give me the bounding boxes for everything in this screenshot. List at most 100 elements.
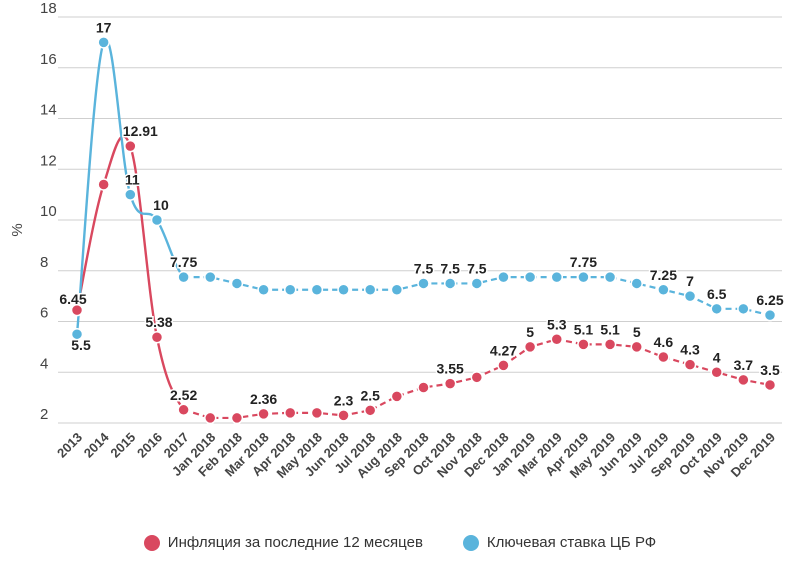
series-0-label-17: 5: [526, 324, 534, 340]
series-1-point-20[interactable]: [603, 270, 617, 284]
y-tick-6: 6: [40, 305, 48, 322]
series-0-point-4[interactable]: [177, 403, 190, 417]
series-0-point-16[interactable]: [497, 359, 510, 372]
y-axis-label: %: [9, 223, 26, 236]
series-1-point-18[interactable]: [550, 270, 564, 284]
series-1-label-1: 17: [96, 19, 112, 35]
series-1-point-16[interactable]: [497, 270, 510, 284]
series-1-point-22[interactable]: [657, 283, 670, 297]
series-1-point-10[interactable]: [337, 283, 350, 297]
series-1-point-7[interactable]: [257, 283, 270, 297]
grid-layer: [58, 16, 782, 424]
series-1-point-21[interactable]: [630, 277, 643, 290]
series-0-point-8[interactable]: [283, 406, 297, 420]
series-0-label-7: 2.36: [250, 391, 277, 407]
series-0-point-12[interactable]: [390, 390, 404, 403]
series-0-point-9[interactable]: [310, 406, 324, 420]
series-1-point-11[interactable]: [363, 283, 377, 297]
series-0-point-2[interactable]: [124, 139, 137, 153]
series-0-point-26[interactable]: [763, 378, 777, 392]
y-tick-16: 16: [40, 51, 57, 68]
series-0-label-2: 12.91: [123, 123, 158, 139]
legend-item-inflation[interactable]: Инфляция за последние 12 месяцев: [143, 534, 423, 551]
series-0-point-18[interactable]: [550, 333, 564, 346]
series-1-point-15[interactable]: [470, 277, 484, 290]
series-0-point-23[interactable]: [683, 358, 697, 371]
legend-item-key-rate[interactable]: Ключевая ставка ЦБ РФ: [462, 534, 657, 551]
x-tick-0: 2013: [54, 430, 85, 461]
series-1-label-23: 7: [686, 273, 694, 289]
series-1-label-0: 5.5: [71, 337, 91, 353]
series-1-point-13[interactable]: [417, 277, 430, 290]
series-0-point-5[interactable]: [204, 411, 217, 425]
series-0-point-11[interactable]: [363, 404, 377, 417]
series-0-label-21: 5: [633, 324, 641, 340]
series-0-point-1[interactable]: [97, 178, 110, 191]
series-1-point-3[interactable]: [150, 213, 164, 227]
series-1-label-2: 11: [125, 172, 140, 188]
series-0-point-19[interactable]: [577, 338, 590, 351]
series-0-point-10[interactable]: [337, 409, 350, 422]
series-1-point-6[interactable]: [230, 277, 244, 290]
legend-label-inflation: Инфляция за последние 12 месяцев: [167, 534, 423, 551]
x-tick-3: 2016: [134, 430, 165, 461]
series-1-label-15: 7.5: [467, 260, 487, 276]
series-0-point-15[interactable]: [470, 371, 484, 384]
series-0-label-14: 3.55: [437, 361, 464, 377]
series-1-label-26: 6.25: [756, 292, 783, 308]
series-0-point-13[interactable]: [417, 381, 430, 394]
series-0-point-0[interactable]: [70, 303, 84, 317]
series-0-point-24[interactable]: [710, 366, 723, 379]
series-1-point-8[interactable]: [283, 283, 297, 297]
series-1-point-9[interactable]: [310, 283, 324, 297]
series-1-point-5[interactable]: [204, 270, 217, 284]
series-0-point-6[interactable]: [230, 411, 244, 425]
series-1-point-14[interactable]: [443, 277, 457, 290]
series-0-label-26: 3.5: [760, 362, 780, 378]
series-0-point-17[interactable]: [523, 340, 537, 354]
series-0-label-20: 5.1: [600, 321, 620, 337]
series-0-point-3[interactable]: [150, 330, 164, 344]
series-1-point-0[interactable]: [70, 327, 84, 341]
series-0-point-7[interactable]: [257, 407, 270, 421]
series-1-label-19: 7.75: [570, 254, 597, 270]
series-1-point-1[interactable]: [97, 36, 110, 49]
legend: Инфляция за последние 12 месяцев Ключева…: [0, 534, 800, 551]
y-tick-14: 14: [40, 102, 57, 119]
series-0-point-14[interactable]: [443, 377, 457, 390]
x-tick-1: 2014: [81, 429, 113, 461]
series-0-label-4: 2.52: [170, 387, 197, 403]
series-0-label-18: 5.3: [547, 316, 567, 332]
series-1-label-24: 6.5: [707, 286, 727, 302]
series-1-label-4: 7.75: [170, 254, 197, 270]
legend-marker-inflation: [143, 534, 160, 551]
x-tick-2: 2015: [107, 430, 138, 461]
y-tick-2: 2: [40, 406, 48, 423]
series-0-label-19: 5.1: [574, 321, 594, 337]
y-tick-12: 12: [40, 152, 57, 169]
y-tick-4: 4: [40, 355, 48, 372]
series-0-point-22[interactable]: [657, 350, 670, 364]
series-0-label-3: 5.38: [145, 314, 172, 330]
series-1-point-24[interactable]: [710, 302, 723, 316]
series-points: [70, 36, 777, 425]
legend-label-key-rate: Ключевая ставка ЦБ РФ: [486, 534, 657, 551]
series-1-point-23[interactable]: [683, 289, 697, 303]
series-0-label-22: 4.6: [654, 334, 674, 350]
series-1-point-25[interactable]: [737, 302, 750, 316]
series-0-point-21[interactable]: [630, 340, 643, 354]
series-1-point-26[interactable]: [763, 308, 777, 322]
series-0-point-25[interactable]: [737, 373, 750, 387]
series-1-point-4[interactable]: [177, 270, 190, 284]
series-1-point-12[interactable]: [390, 283, 404, 297]
series-0-label-10: 2.3: [334, 392, 354, 408]
series-1-point-17[interactable]: [523, 270, 537, 284]
series-0-label-0: 6.45: [59, 291, 86, 307]
series-1-point-19[interactable]: [577, 270, 590, 284]
series-0-point-20[interactable]: [603, 338, 617, 351]
series-1-point-2[interactable]: [124, 188, 137, 201]
series-1-label-22: 7.25: [650, 267, 677, 283]
y-tick-10: 10: [40, 203, 57, 220]
